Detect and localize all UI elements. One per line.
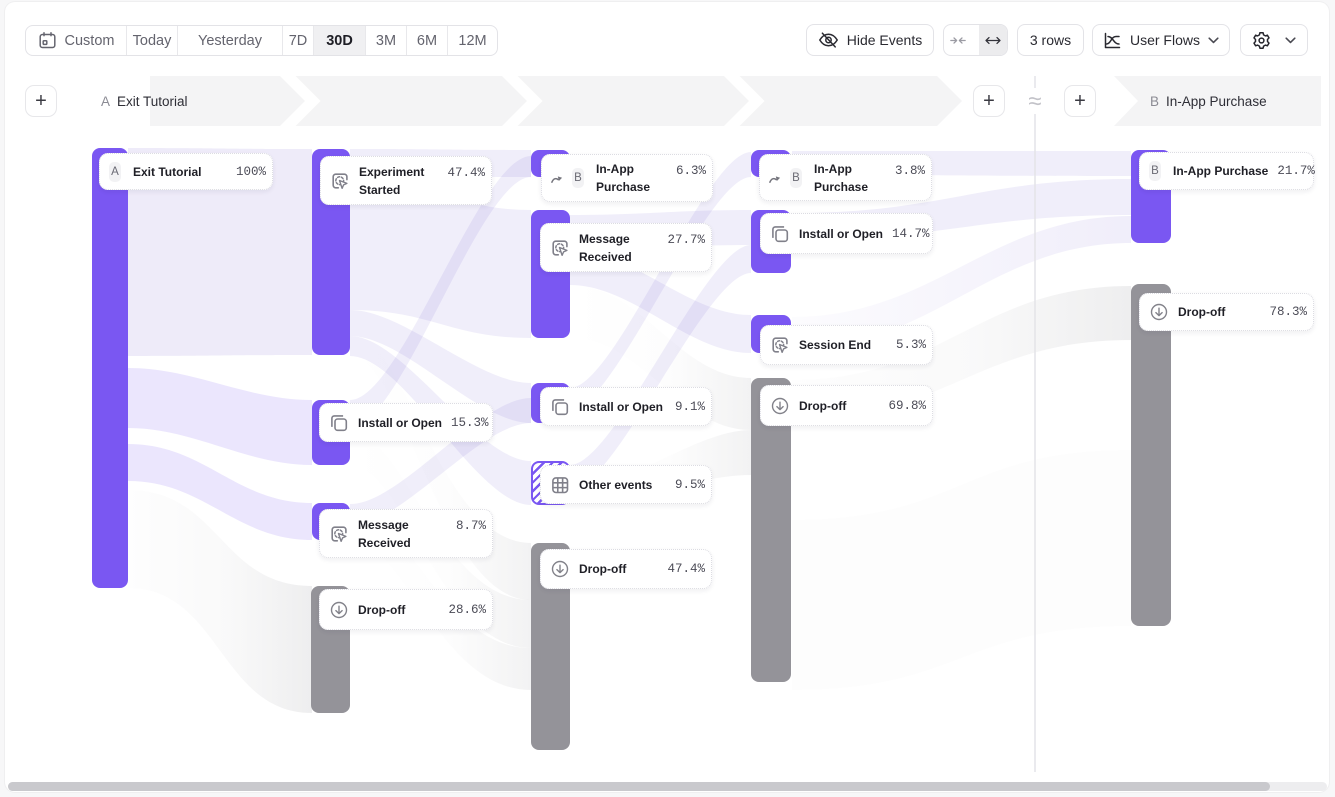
svg-text:≈: ≈ bbox=[1028, 88, 1041, 115]
